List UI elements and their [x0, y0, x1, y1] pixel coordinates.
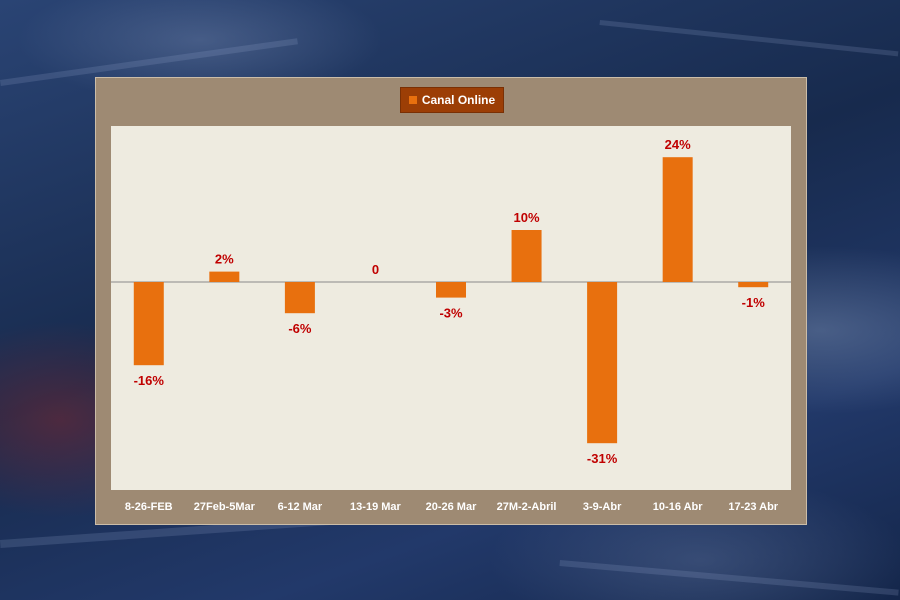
legend-label: Canal Online: [421, 93, 496, 107]
data-label: -3%: [439, 306, 463, 321]
x-tick-label: 27M-2-Abril: [497, 501, 557, 513]
bar: [662, 157, 693, 282]
x-tick-label: 17-23 Abr: [728, 501, 778, 513]
x-tick-label: 20-26 Mar: [426, 501, 477, 513]
data-label: -31%: [587, 451, 618, 466]
x-tick-label: 13-19 Mar: [350, 501, 401, 513]
bar: [511, 230, 542, 282]
legend: Canal Online: [400, 87, 504, 113]
data-label: -6%: [288, 321, 312, 336]
x-tick-label: 10-16 Abr: [653, 501, 703, 513]
bar: [587, 282, 618, 444]
bar: [284, 282, 315, 314]
bar-chart: -16% 8-26-FEB 2% 27Feb-5Mar -6% 6-12 Mar 0 13-1…: [111, 137, 791, 513]
legend-swatch-icon: [408, 96, 417, 104]
x-tick-label: 3-9-Abr: [583, 501, 622, 513]
x-tick-label: 8-26-FEB: [125, 501, 173, 513]
bar: [133, 282, 164, 366]
bar: [209, 271, 240, 282]
x-tick-label: 27Feb-5Mar: [194, 501, 256, 513]
data-label: -16%: [134, 373, 165, 388]
x-tick-label: 6-12 Mar: [278, 501, 323, 513]
data-label: 10%: [514, 210, 540, 225]
bar: [738, 282, 769, 288]
bar: [436, 282, 466, 298]
data-label: -1%: [742, 295, 766, 310]
data-label: 0: [372, 262, 379, 277]
chart-panel: Canal Online -16% 8-26-FEB 2% 27Feb-5Mar -6%…: [96, 78, 806, 524]
data-label: 24%: [665, 137, 691, 152]
data-label: 2%: [215, 252, 234, 267]
